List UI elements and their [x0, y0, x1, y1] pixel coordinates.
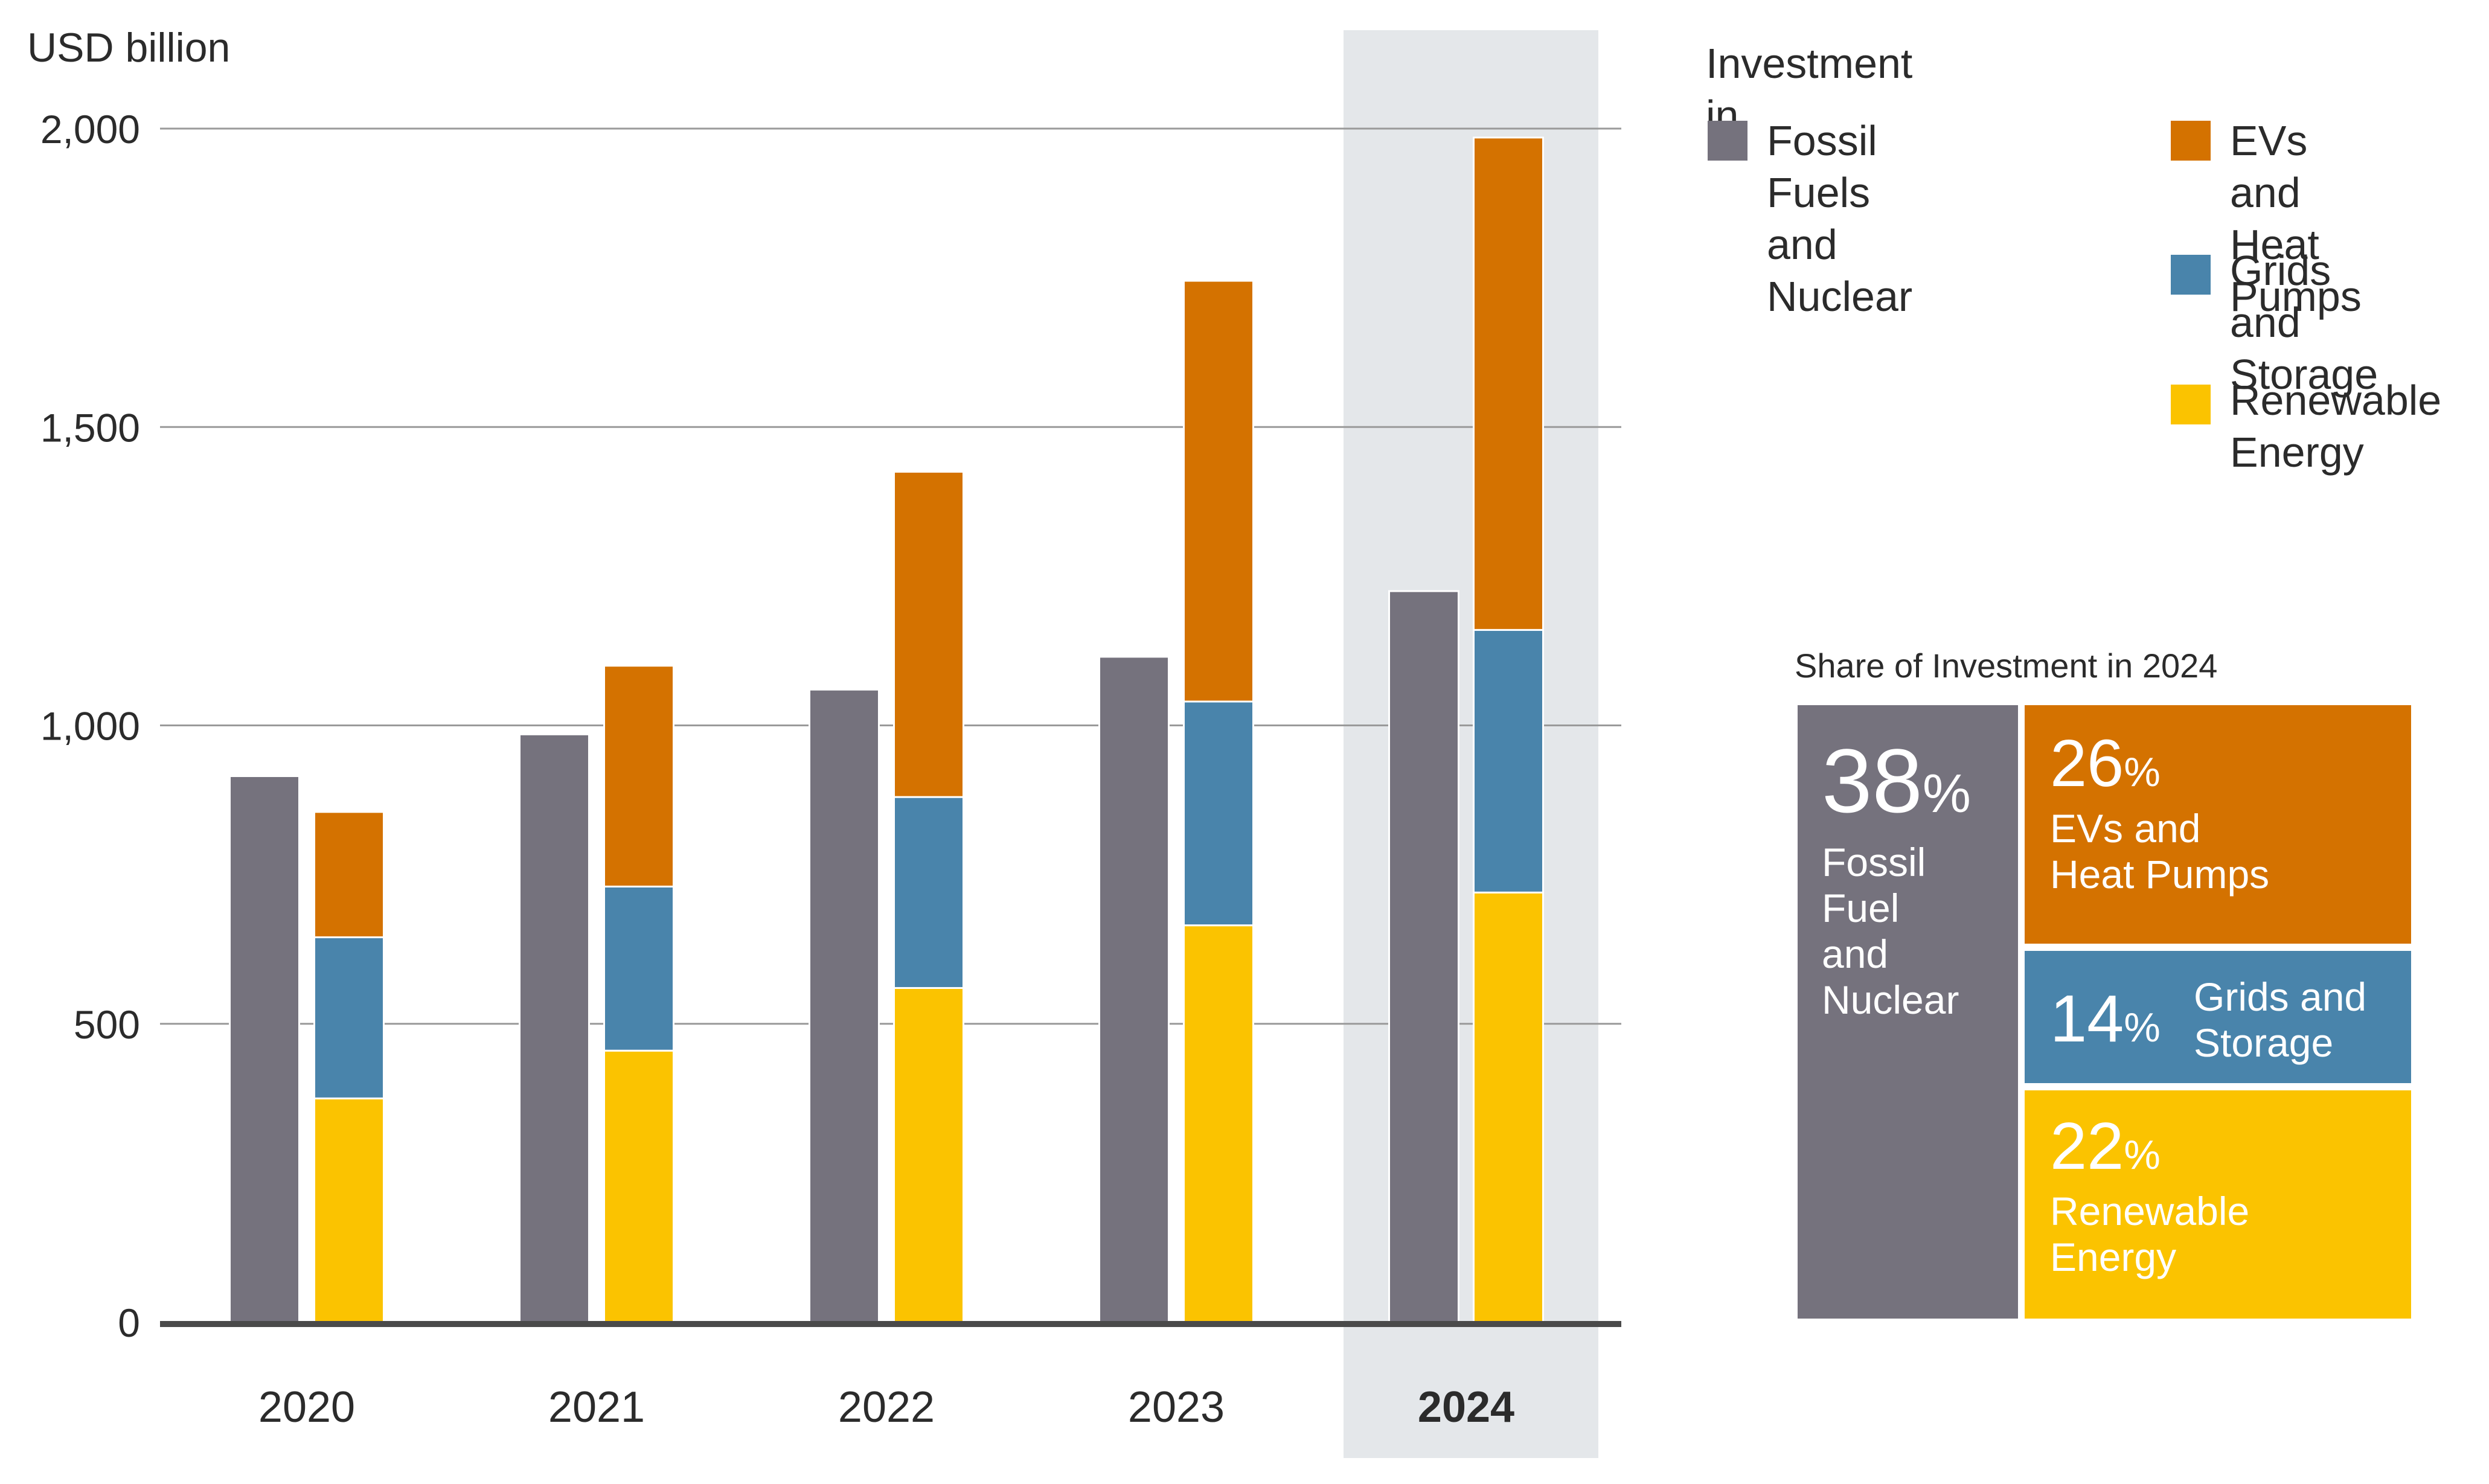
y-tick-label: 500	[74, 1002, 140, 1047]
x-tick-label: 2024	[1418, 1383, 1514, 1431]
y-tick-label: 1,500	[40, 405, 140, 450]
x-tick-label: 2021	[548, 1383, 645, 1431]
bar-grids-2021	[603, 885, 674, 1052]
bar-renew-2023	[1183, 924, 1254, 1323]
share-pct-renew: 22%	[2050, 1109, 2161, 1183]
legend-label-fossil: Fossil Fuels and Nuclear	[1767, 117, 1913, 320]
legend-swatch-evs	[2171, 121, 2211, 161]
bar-renew-2020	[313, 1097, 385, 1323]
highlight-band	[1344, 30, 1598, 1458]
bar-evs-2024	[1473, 136, 1544, 631]
bar-evs-2023	[1183, 280, 1254, 703]
share-tile-renew: 22% Renewable Energy	[2025, 1090, 2411, 1319]
bar-fossil-2020	[229, 775, 300, 1323]
legend-swatch-fossil	[1708, 121, 1747, 161]
bar-fossil-2022	[809, 688, 880, 1323]
legend-label-grids: Grids and Storage	[2230, 247, 2378, 398]
bar-fossil-2021	[519, 733, 590, 1323]
x-tick-label: 2020	[258, 1383, 355, 1431]
bar-evs-2021	[603, 665, 674, 888]
bar-renew-2021	[603, 1049, 674, 1323]
bar-evs-2020	[313, 811, 385, 938]
bar-renew-2022	[893, 987, 964, 1323]
share-pct-evs: 26%	[2050, 726, 2161, 801]
bar-fossil-2024	[1388, 590, 1459, 1323]
legend-label-renew: Renewable Energy	[2230, 377, 2442, 476]
share-label-grids: Grids and Storage	[2194, 974, 2367, 1065]
y-tick-label: 0	[118, 1300, 140, 1345]
legend-label-evs: EVs and Heat Pumps	[2230, 117, 2362, 320]
y-tick-label: 1,000	[40, 704, 140, 749]
bar-grids-2023	[1183, 700, 1254, 927]
share-panel-title: Share of Investment in 2024	[1795, 647, 2218, 685]
x-tick-label: 2023	[1128, 1383, 1225, 1431]
share-tile-evs: 26% EVs and Heat Pumps	[2025, 705, 2411, 944]
bar-renew-2024	[1473, 891, 1544, 1323]
share-label-renew: Renewable Energy	[2050, 1189, 2250, 1279]
y-tick-label: 2,000	[40, 107, 140, 152]
share-tile-grids: 14% Grids and Storage	[2025, 951, 2411, 1083]
share-tile-fossil: 38% Fossil Fuel and Nuclear	[1798, 705, 2018, 1319]
share-pct-grids: 14%	[2050, 982, 2161, 1056]
bar-grids-2024	[1473, 628, 1544, 894]
share-pct-fossil: 38%	[1822, 730, 1971, 831]
legend-swatch-renew	[2171, 385, 2211, 424]
y-axis-title: USD billion	[27, 25, 230, 71]
bar-grids-2020	[313, 936, 385, 1099]
bar-grids-2022	[893, 796, 964, 989]
bar-evs-2022	[893, 470, 964, 798]
legend-swatch-grids	[2171, 255, 2211, 295]
x-tick-label: 2022	[838, 1383, 935, 1431]
bar-fossil-2023	[1098, 656, 1170, 1323]
share-label-evs: EVs and Heat Pumps	[2050, 806, 2270, 897]
share-label-fossil: Fossil Fuel and Nuclear	[1822, 840, 1959, 1022]
